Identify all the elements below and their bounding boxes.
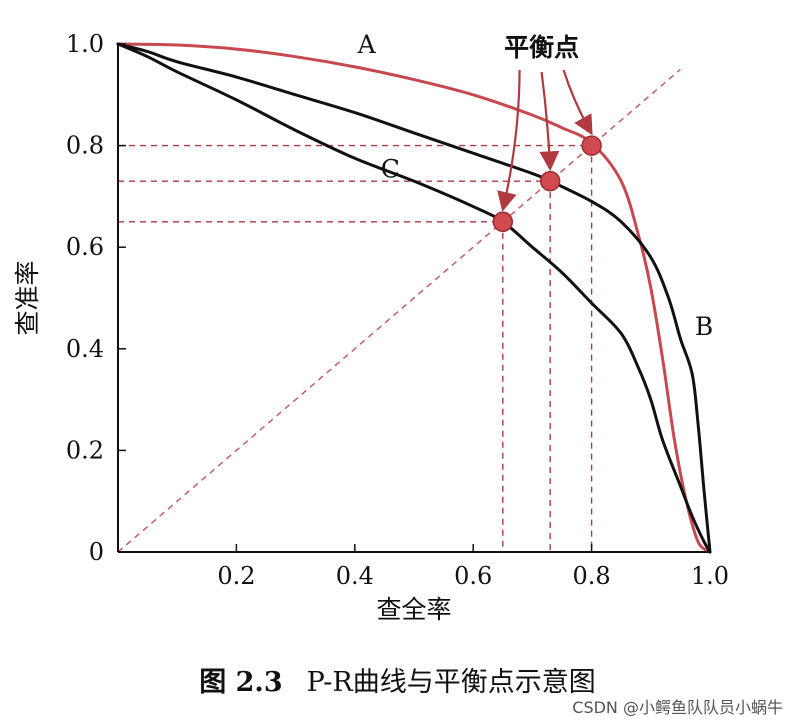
y-axis-title: 查准率 <box>13 260 42 335</box>
x-tick-label: 0.2 <box>217 562 255 590</box>
balance-arrow <box>539 71 560 172</box>
balance-point-marker <box>492 211 514 233</box>
curve-label-B: B <box>695 312 713 341</box>
x-axis-title: 查全率 <box>376 595 451 624</box>
y-tick-label: 0.2 <box>66 436 104 464</box>
series-line-C <box>116 42 712 554</box>
y-tick-label: 0.6 <box>66 233 104 261</box>
y-tick-label: 0.8 <box>66 132 104 160</box>
axis-ticks: 0.2 0.4 0.6 0.8 1.0 0 0.2 0.4 0.6 0.8 1.0 <box>66 30 729 590</box>
x-tick-label: 1.0 <box>691 562 729 590</box>
balance-point-marker <box>539 170 561 192</box>
x-tick-label: 0.8 <box>573 562 611 590</box>
y-tick-label: 1.0 <box>66 30 104 58</box>
y-tick-label: 0 <box>89 538 104 566</box>
balance-arrow <box>497 69 521 212</box>
figure-caption: 图 2.3 P-R曲线与平衡点示意图 <box>0 660 795 699</box>
watermark: CSDN @小鳄鱼队队员小蜗牛 <box>572 698 783 717</box>
series-line-A <box>116 42 712 554</box>
figure-number: 图 2.3 <box>199 667 283 698</box>
x-tick-label: 0.6 <box>454 562 492 590</box>
y-tick-label: 0.4 <box>66 335 104 363</box>
curve-label-C: C <box>381 154 400 183</box>
x-tick-label: 0.4 <box>336 562 374 590</box>
curve-labels: A B C <box>357 30 714 341</box>
balance-point-marker <box>581 135 602 156</box>
caption-text: P-R曲线与平衡点示意图 <box>306 667 596 698</box>
balance-points <box>492 135 602 233</box>
balance-arrow <box>562 69 593 136</box>
balance-annotation: 平衡点 <box>497 33 593 212</box>
curve-label-A: A <box>357 30 377 59</box>
balance-point-label: 平衡点 <box>504 33 579 62</box>
